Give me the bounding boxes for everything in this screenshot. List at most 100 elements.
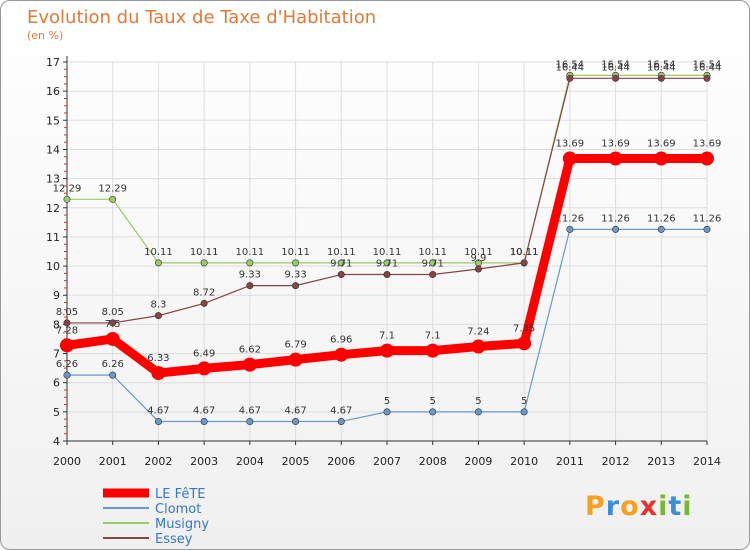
data-point <box>151 366 166 381</box>
y-tick-label: 12 <box>46 202 60 215</box>
data-label: 9.71 <box>376 259 398 270</box>
data-point <box>520 408 528 416</box>
data-label: 6.26 <box>102 359 124 370</box>
data-label: 12.29 <box>53 183 82 194</box>
data-point <box>246 282 254 290</box>
data-label: 5 <box>430 396 436 407</box>
y-tick-label: 9 <box>53 289 60 302</box>
data-label: 16.44 <box>647 62 676 73</box>
x-tick-label: 2010 <box>510 455 538 468</box>
data-point <box>566 74 574 82</box>
data-label: 8.05 <box>102 307 124 318</box>
data-label: 7.5 <box>105 319 121 330</box>
data-label: 10.11 <box>464 247 493 258</box>
data-point <box>703 74 711 82</box>
data-point <box>471 339 486 354</box>
legend-label: LE FêTE <box>155 487 206 502</box>
data-label: 9.33 <box>239 270 261 281</box>
legend-label: Musigny <box>155 517 209 532</box>
data-point <box>612 74 620 82</box>
logo-letter: o <box>620 491 640 522</box>
logo-letter: i <box>682 491 693 522</box>
data-label: 10.11 <box>373 247 402 258</box>
legend-label: Clomot <box>155 502 201 517</box>
y-tick-label: 14 <box>46 143 60 156</box>
x-tick-label: 2004 <box>236 455 264 468</box>
data-label: 16.54 <box>601 59 630 70</box>
y-tick-label: 15 <box>46 114 60 127</box>
data-point <box>566 225 574 233</box>
logo-letter: x <box>639 491 659 522</box>
data-point <box>657 225 665 233</box>
data-point <box>242 357 257 372</box>
data-point <box>292 417 300 425</box>
data-point <box>109 195 117 203</box>
data-label: 4.67 <box>147 405 169 416</box>
y-tick-label: 11 <box>46 231 60 244</box>
data-point <box>197 361 212 376</box>
data-point <box>63 319 71 327</box>
data-label: 11.26 <box>693 213 722 224</box>
data-point <box>520 259 528 267</box>
data-point <box>154 312 162 320</box>
data-label: 11.26 <box>647 213 676 224</box>
data-label: 7.28 <box>56 325 78 336</box>
data-label: 13.69 <box>693 138 722 149</box>
x-tick-label: 2002 <box>144 455 172 468</box>
data-point <box>154 417 162 425</box>
data-label: 4.67 <box>239 405 261 416</box>
data-label: 10.11 <box>510 247 539 258</box>
data-label: 16.44 <box>556 62 585 73</box>
data-label: 7.24 <box>467 327 489 338</box>
data-point <box>63 195 71 203</box>
data-point <box>425 343 440 358</box>
data-label: 13.69 <box>647 138 676 149</box>
y-tick-label: 8 <box>53 318 60 331</box>
chart-title: Evolution du Taux de Taxe d'Habitation <box>27 7 377 28</box>
x-tick-label: 2011 <box>556 455 584 468</box>
data-label: 12.29 <box>98 183 127 194</box>
data-point <box>657 74 665 82</box>
data-label: 8.72 <box>193 287 215 298</box>
data-label: 10.11 <box>190 247 219 258</box>
data-label: 10.11 <box>281 247 310 258</box>
data-point <box>429 259 437 267</box>
data-point <box>429 271 437 279</box>
data-point <box>292 282 300 290</box>
data-label: 11.26 <box>601 213 630 224</box>
data-point <box>63 371 71 379</box>
data-label: 10.11 <box>418 247 447 258</box>
data-label: 9.9 <box>470 253 486 264</box>
data-label: 6.96 <box>330 335 352 346</box>
legend-label: Essey <box>155 532 193 547</box>
data-point <box>109 371 117 379</box>
data-label: 6.26 <box>56 359 78 370</box>
data-point <box>288 352 303 367</box>
data-point <box>608 151 623 166</box>
data-point <box>334 347 349 362</box>
y-tick-label: 10 <box>46 260 60 273</box>
data-point <box>703 225 711 233</box>
data-label: 8.05 <box>56 307 78 318</box>
x-tick-label: 2005 <box>282 455 310 468</box>
data-label: 6.62 <box>239 345 261 356</box>
data-point <box>337 259 345 267</box>
data-label: 9.71 <box>330 259 352 270</box>
data-label: 13.69 <box>556 138 585 149</box>
y-tick-label: 7 <box>53 348 60 361</box>
data-label: 10.11 <box>510 247 539 258</box>
y-tick-label: 5 <box>53 406 60 419</box>
x-tick-label: 2007 <box>373 455 401 468</box>
y-tick-label: 17 <box>46 56 60 69</box>
data-label: 16.54 <box>556 59 585 70</box>
data-point <box>109 319 117 327</box>
data-label: 5 <box>521 396 527 407</box>
data-point <box>562 151 577 166</box>
data-point <box>380 343 394 358</box>
data-label: 16.44 <box>693 62 722 73</box>
data-label: 16.54 <box>647 59 676 70</box>
data-label: 6.33 <box>147 353 169 364</box>
x-tick-label: 2000 <box>53 455 81 468</box>
